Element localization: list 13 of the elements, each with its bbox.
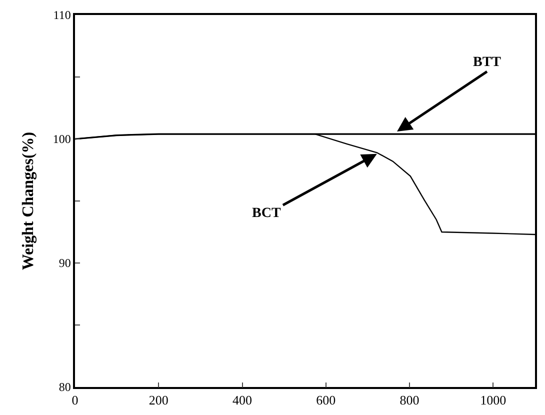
annotation: BTT	[473, 55, 502, 70]
x-tick-label: 600	[316, 392, 336, 408]
y-tick-label: 100	[52, 132, 71, 146]
x-tick-label: 0	[72, 392, 78, 408]
annotation: BCT	[252, 206, 282, 221]
y-tick-label: 110	[53, 8, 71, 22]
x-tick-label: 1000	[480, 392, 506, 408]
x-tick-label: 200	[148, 392, 168, 408]
x-tick-label: 400	[232, 392, 252, 408]
y-axis-title: Weight Changes(%)	[20, 132, 38, 270]
y-tick-label: 80	[58, 380, 71, 394]
y-tick-label: 90	[58, 256, 71, 270]
x-tick-label: 800	[400, 392, 420, 408]
